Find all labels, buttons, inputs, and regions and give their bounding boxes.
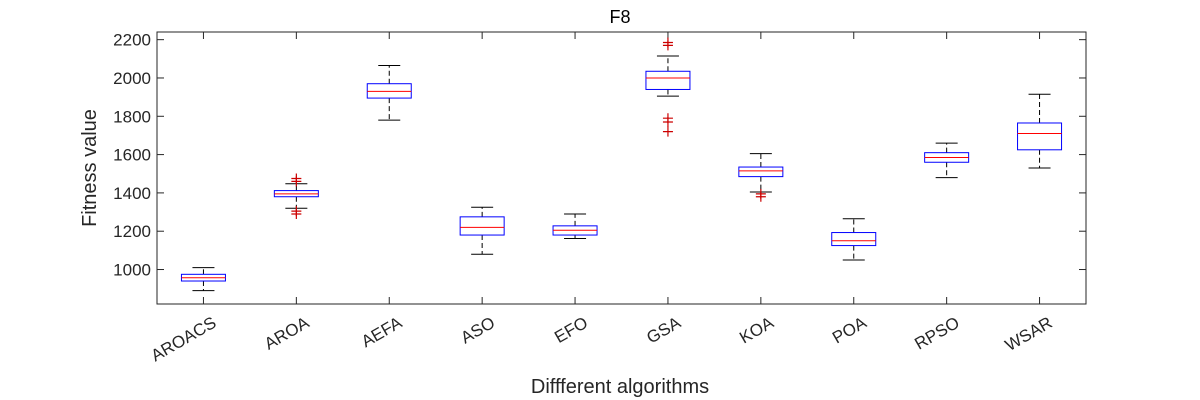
y-axis-label: Fitness value (79, 109, 101, 227)
x-axis: AROACS AROA AEFA ASO EFO GSA KOA POA RPSO WSAR (148, 32, 1056, 365)
outlier-point (291, 173, 302, 184)
y-tick-label: 1800 (113, 107, 151, 126)
x-tick-label: POA (829, 313, 870, 348)
box-rpso (924, 142, 970, 179)
outlier-point (755, 191, 766, 202)
box-aso (459, 206, 505, 255)
y-tick-label: 1600 (113, 146, 151, 165)
outlier-point (291, 208, 302, 219)
outlier-point (662, 126, 673, 137)
box-iqr (645, 70, 691, 90)
box-gsa (645, 37, 691, 137)
y-axis: 1000 1200 1400 1600 1800 2000 2200 (113, 31, 1086, 280)
y-tick-label: 1200 (113, 222, 151, 241)
x-tick-label: KOA (736, 313, 777, 348)
box-iqr (1017, 122, 1063, 151)
x-tick-label: RPSO (911, 313, 962, 354)
x-tick-label: AEFA (358, 313, 406, 352)
box-iqr (831, 232, 877, 247)
x-tick-label: WSAR (1002, 313, 1056, 355)
box-iqr (738, 166, 784, 178)
box-wsar (1017, 93, 1063, 169)
outlier-point (662, 37, 673, 48)
box-iqr (459, 216, 505, 236)
y-tick-label: 1400 (113, 184, 151, 203)
x-tick-label: GSA (643, 313, 684, 348)
box-aefa (366, 65, 412, 121)
outlier-point (662, 117, 673, 128)
x-tick-label: AROA (261, 313, 313, 354)
x-tick-label: AROACS (148, 313, 220, 365)
x-axis-label: Diffferent algorithms (531, 376, 709, 398)
chart-title: F8 (609, 7, 630, 27)
x-tick-label: EFO (551, 313, 591, 347)
box-aroacs (180, 267, 226, 292)
box-series (180, 37, 1063, 292)
y-tick-label: 2000 (113, 69, 151, 88)
plot-area-frame (156, 31, 1087, 305)
y-tick-label: 1000 (113, 261, 151, 280)
box-aroa (273, 173, 319, 219)
box-koa (738, 153, 784, 202)
box-poa (831, 218, 877, 261)
box-efo (552, 213, 598, 239)
x-tick-label: ASO (458, 313, 499, 347)
y-tick-label: 2200 (113, 31, 151, 50)
